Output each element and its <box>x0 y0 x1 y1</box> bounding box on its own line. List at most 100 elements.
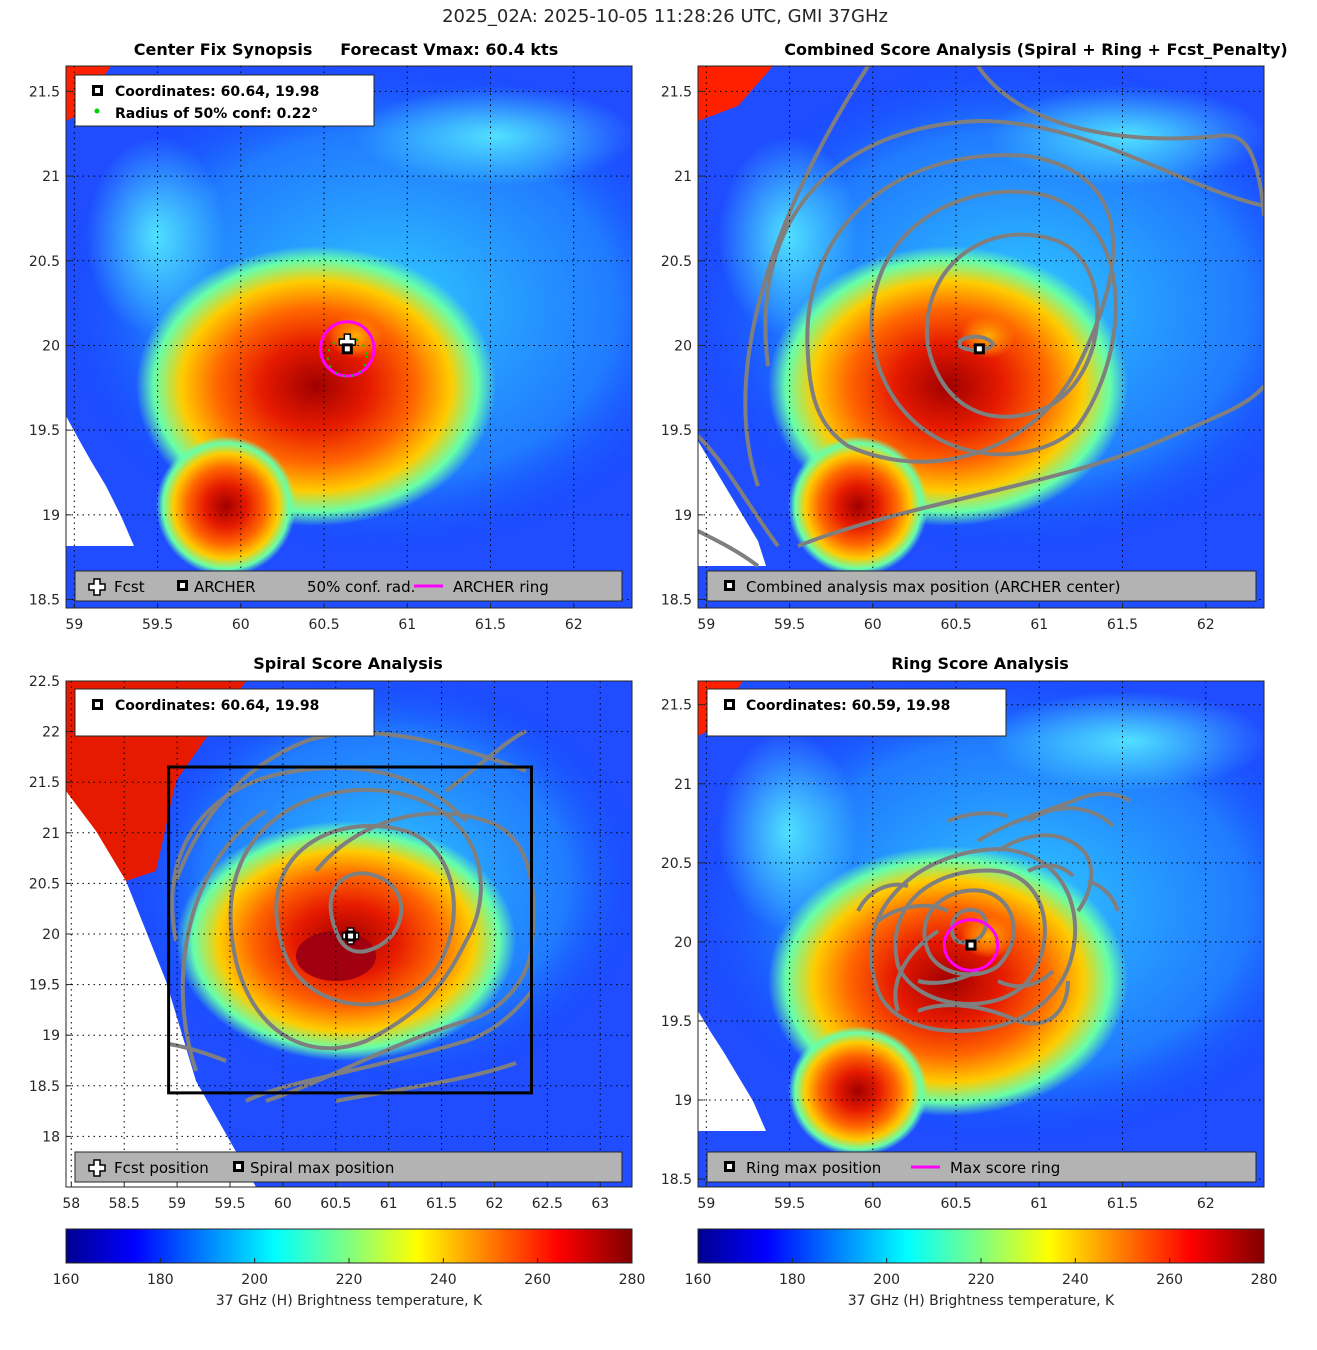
x-tick-label: 59 <box>697 617 715 633</box>
y-tick-label: 19.5 <box>661 1014 692 1030</box>
center-marker-core <box>348 933 354 939</box>
legend-max-score-ring: Max score ring <box>950 1159 1060 1177</box>
plot-area <box>66 66 632 608</box>
panel-ring-score: Ring Score Analysis <box>661 654 1265 1212</box>
y-tick-label: 20.5 <box>661 856 692 872</box>
conf-dot-icon <box>94 108 100 114</box>
legend-ring-max: Ring max position <box>746 1159 881 1177</box>
x-tick-label: 61 <box>1030 617 1048 633</box>
x-tick-label: 59 <box>168 1196 186 1212</box>
colorbar-ticks: 160 180 200 220 240 260 280 <box>53 1258 645 1288</box>
colorbar-tick-label: 260 <box>1156 1272 1183 1288</box>
x-tick-label: 62 <box>486 1196 504 1212</box>
y-tick-label: 20 <box>674 935 692 951</box>
x-tick-label: 62 <box>1197 617 1215 633</box>
legend-fcst-position: Fcst position <box>114 1159 209 1177</box>
y-tick-label: 19.5 <box>29 423 60 439</box>
colorbar-tick-label: 240 <box>1062 1272 1089 1288</box>
y-tick-label: 18.5 <box>661 593 692 609</box>
y-tick-label: 19.5 <box>661 423 692 439</box>
x-tick-label: 61.5 <box>1107 617 1138 633</box>
data-marks <box>167 765 533 1095</box>
y-tick-label: 19 <box>42 508 60 524</box>
legend-archer: ARCHER <box>194 578 256 596</box>
conf-radius-dot <box>365 355 369 359</box>
bottom-legend: Fcst position Spiral max position <box>74 1151 623 1183</box>
panel-center-fix-synopsis: Center Fix Synopsis Forecast Vmax: 60.4 … <box>29 40 633 633</box>
x-tick-label: 61 <box>380 1196 398 1212</box>
x-tick-label: 61.5 <box>1107 1196 1138 1212</box>
combined-contours <box>698 66 1264 568</box>
y-tick-label: 19 <box>42 1028 60 1044</box>
grid-lines <box>66 681 632 1187</box>
y-tick-label: 21 <box>42 826 60 842</box>
colorbar-tick-label: 160 <box>53 1272 80 1288</box>
x-tick-label: 63 <box>591 1196 609 1212</box>
y-tick-label: 21.5 <box>29 84 60 100</box>
x-tick-label: 60 <box>232 617 250 633</box>
colorbar-label: 37 GHz (H) Brightness temperature, K <box>216 1293 483 1309</box>
spiral-contours <box>168 729 536 1103</box>
axis-ticks: 59 59.5 60 60.5 61 61.5 62 18.5 19 19.5 20 20.5 21 21… <box>661 698 1215 1212</box>
center-marker-core <box>968 942 974 948</box>
colorbar-tick-label: 160 <box>685 1272 712 1288</box>
y-tick-label: 20 <box>42 338 60 354</box>
conf-radius-dot <box>358 370 362 373</box>
x-tick-label: 62 <box>565 617 583 633</box>
fcst-cross-icon <box>88 578 106 596</box>
x-tick-label: 59 <box>697 1196 715 1212</box>
colorbar-tick-label: 220 <box>968 1272 995 1288</box>
ring-contours <box>856 792 1132 1034</box>
x-tick-label: 60.5 <box>320 1196 351 1212</box>
y-tick-label: 20 <box>674 338 692 354</box>
plot-area <box>66 681 632 1187</box>
y-tick-label: 20.5 <box>29 876 60 892</box>
data-marks <box>319 320 376 378</box>
x-tick-label: 62 <box>1197 1196 1215 1212</box>
info-coordinates: Coordinates: 60.64, 19.98 <box>115 84 319 100</box>
y-tick-label: 21.5 <box>29 775 60 791</box>
panel-title: Combined Score Analysis (Spiral + Ring +… <box>784 40 1287 59</box>
figure-title: 2025_02A: 2025-10-05 11:28:26 UTC, GMI 3… <box>442 6 888 27</box>
x-tick-label: 59 <box>65 617 83 633</box>
plot-area <box>698 681 1264 1187</box>
colorbar-tick-label: 200 <box>241 1272 268 1288</box>
y-tick-label: 18.5 <box>29 1079 60 1095</box>
conf-radius-dot <box>327 348 331 352</box>
colorbar-left: 160 180 200 220 240 260 280 37 GHz (H) Brightn… <box>53 1228 645 1309</box>
x-tick-label: 60 <box>864 1196 882 1212</box>
fcst-cross-icon <box>88 1159 106 1177</box>
conf-radius-dot <box>342 374 346 378</box>
x-tick-label: 59.5 <box>774 617 805 633</box>
conf-radius-dot <box>362 344 365 347</box>
colorbar-right: 160 180 200 220 240 260 280 37 GHz (H) Brightn… <box>685 1228 1277 1309</box>
conf-radius-dot <box>351 374 354 377</box>
colorbar-tick-label: 180 <box>779 1272 806 1288</box>
colorbar-ticks: 160 180 200 220 240 260 280 <box>685 1258 1277 1288</box>
y-tick-label: 21.5 <box>661 84 692 100</box>
panel-title: Center Fix Synopsis Forecast Vmax: 60.4 … <box>134 40 558 59</box>
colorbar-tick-label: 260 <box>524 1272 551 1288</box>
info-coordinates: Coordinates: 60.59, 19.98 <box>746 698 950 714</box>
legend-archer-ring: ARCHER ring <box>453 578 549 596</box>
legend-conf-rad: 50% conf. rad. <box>307 578 415 596</box>
panel-combined-score: Combined Score Analysis (Spiral + Ring +… <box>661 40 1288 633</box>
archer-ring <box>319 320 376 378</box>
x-tick-label: 59.5 <box>774 1196 805 1212</box>
panel-title: Spiral Score Analysis <box>253 654 443 673</box>
legend-spiral-max: Spiral max position <box>250 1159 394 1177</box>
y-tick-label: 18.5 <box>29 593 60 609</box>
y-tick-label: 22 <box>42 725 60 741</box>
conf-radius-dot <box>329 365 332 368</box>
colorbar-tick-label: 200 <box>873 1272 900 1288</box>
x-tick-label: 59.5 <box>214 1196 245 1212</box>
search-box <box>167 765 533 1095</box>
info-box: Coordinates: 60.64, 19.98 Radius of 50% … <box>74 74 375 127</box>
axis-ticks: 59 59.5 60 60.5 61 61.5 62 18.5 19 19.5 20 20.5 21 21… <box>29 84 583 633</box>
x-tick-label: 59.5 <box>142 617 173 633</box>
y-tick-label: 19.5 <box>29 978 60 994</box>
x-tick-label: 58 <box>62 1196 80 1212</box>
conf-radius-dot <box>355 338 359 342</box>
y-tick-label: 22.5 <box>29 674 60 690</box>
